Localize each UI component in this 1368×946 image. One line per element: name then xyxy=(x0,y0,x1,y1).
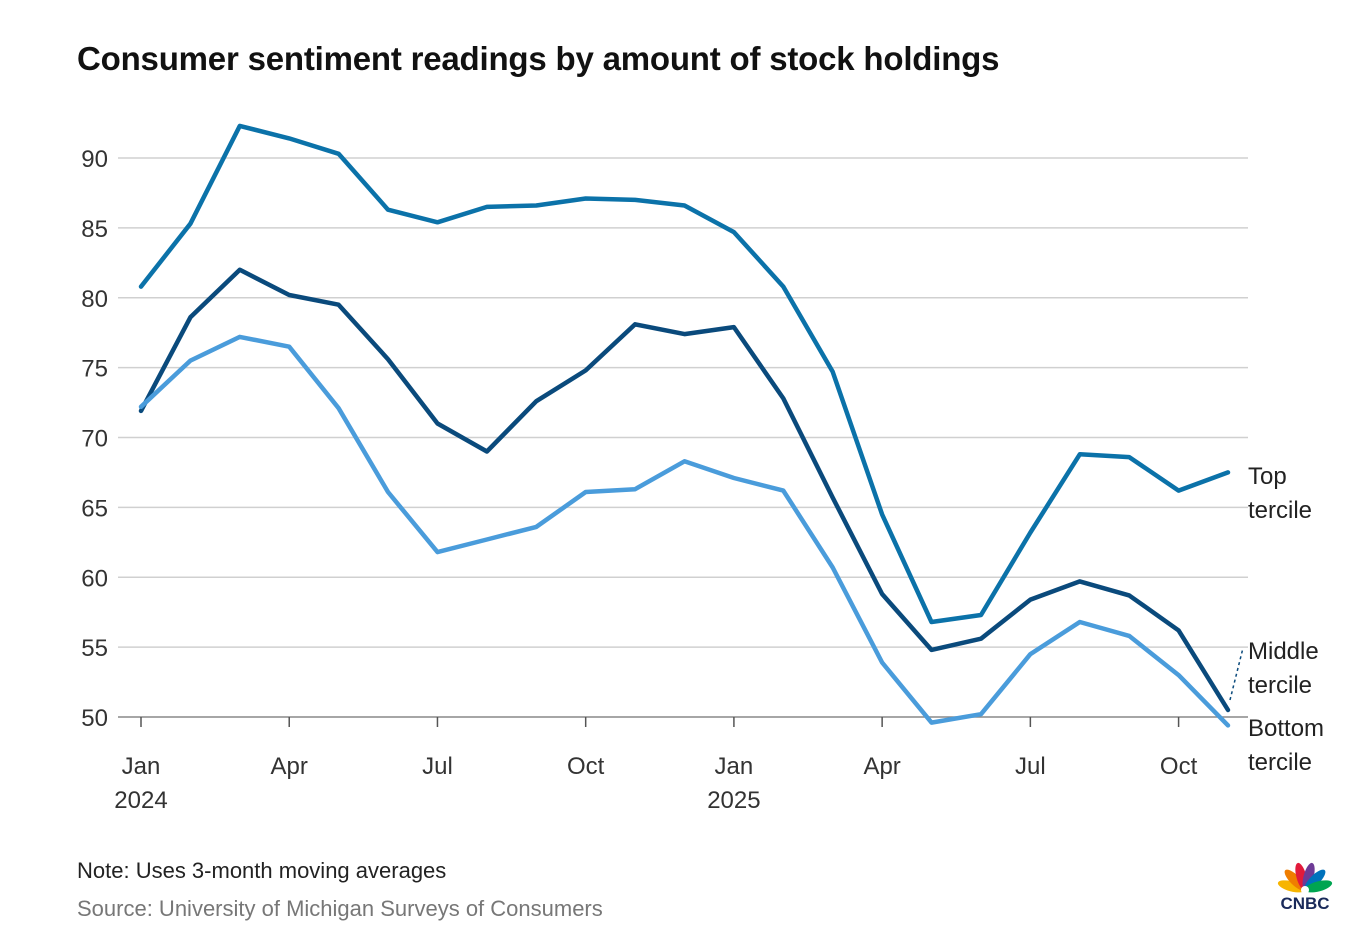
series-label: Top xyxy=(1248,463,1287,490)
series-label: tercile xyxy=(1248,497,1312,524)
series-label: Bottom xyxy=(1248,715,1324,742)
x-tick-label: Oct xyxy=(1160,753,1198,780)
label-leader-line xyxy=(1229,647,1244,701)
y-tick-label: 75 xyxy=(81,356,108,383)
x-tick-label: Oct xyxy=(567,753,605,780)
y-tick-label: 80 xyxy=(81,286,108,313)
logo-text: CNBC xyxy=(1280,894,1330,913)
y-tick-label: 65 xyxy=(81,495,108,522)
series-line-bottom-tercile xyxy=(138,334,1231,728)
x-tick-label: Apr xyxy=(863,753,900,780)
y-tick-label: 85 xyxy=(81,216,108,243)
y-tick-label: 70 xyxy=(81,426,108,453)
series-label: tercile xyxy=(1248,672,1312,699)
series-label: Middle xyxy=(1248,638,1319,665)
y-tick-label: 90 xyxy=(81,146,108,173)
peacock-icon xyxy=(1277,862,1333,894)
chart-title: Consumer sentiment readings by amount of… xyxy=(77,40,1000,77)
chart-note: Note: Uses 3-month moving averages xyxy=(77,858,447,883)
y-tick-label: 55 xyxy=(81,635,108,662)
x-tick-label: Jul xyxy=(1015,753,1046,780)
x-tick-year: 2024 xyxy=(114,787,167,814)
y-tick-label: 60 xyxy=(81,565,108,592)
series-label: tercile xyxy=(1248,749,1312,776)
x-tick-label: Apr xyxy=(271,753,308,780)
series-line-top-tercile xyxy=(138,123,1231,625)
x-tick-label: Jan xyxy=(715,753,754,780)
cnbc-logo: CNBC xyxy=(1270,858,1340,918)
x-tick-label: Jul xyxy=(422,753,453,780)
chart-source: Source: University of Michigan Surveys o… xyxy=(77,896,603,921)
x-tick-label: Jan xyxy=(122,753,161,780)
y-tick-label: 50 xyxy=(81,705,108,732)
x-tick-year: 2025 xyxy=(707,787,760,814)
series-line-middle-tercile xyxy=(138,267,1231,713)
